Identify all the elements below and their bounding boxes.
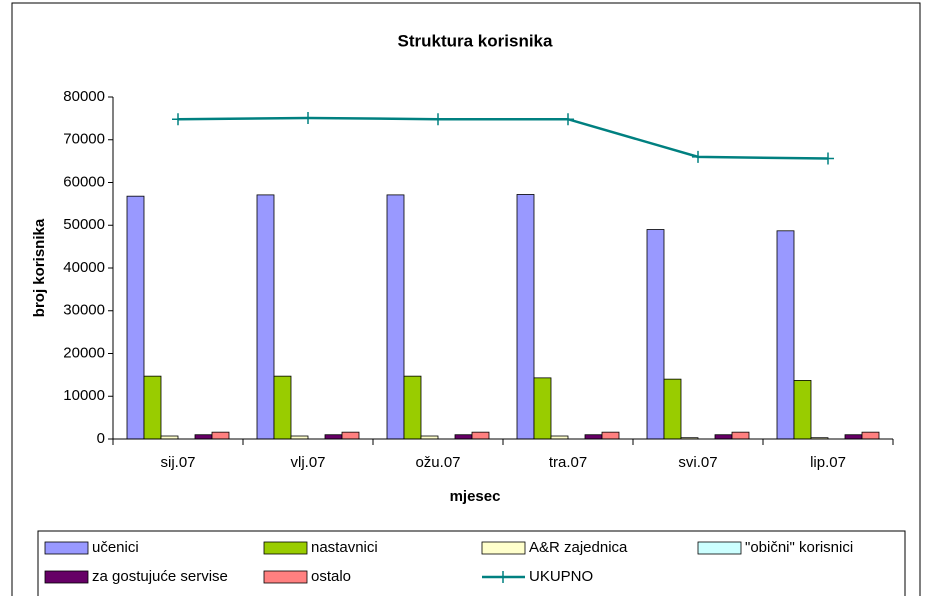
bar: [601, 431, 620, 440]
legend-label: UKUPNO: [529, 568, 593, 585]
bar: [211, 431, 230, 440]
y-tick-label: 70000: [63, 131, 105, 148]
y-tick-label: 80000: [63, 88, 105, 105]
bar: [454, 434, 473, 440]
bar: [584, 434, 603, 440]
legend-label: za gostujuće servise: [92, 568, 228, 585]
y-tick-label: 10000: [63, 387, 105, 404]
y-tick-label: 60000: [63, 173, 105, 190]
bar: [273, 375, 292, 440]
line-marker: [172, 113, 184, 126]
legend-box: [37, 530, 906, 596]
y-tick-label: 50000: [63, 216, 105, 233]
bar: [776, 230, 795, 440]
bar: [194, 434, 213, 440]
y-tick-label: 30000: [63, 302, 105, 319]
legend-label: ostalo: [311, 568, 351, 585]
bar: [861, 431, 880, 440]
bar: [143, 375, 162, 440]
bar: [403, 375, 422, 440]
legend-swatch: [44, 570, 89, 584]
x-tick-label: sij.07: [160, 454, 195, 471]
legend-label: A&R zajednica: [529, 539, 628, 556]
y-tick-label: 40000: [63, 259, 105, 276]
bar: [324, 434, 343, 440]
chart-border: [11, 2, 921, 596]
bar: [386, 194, 405, 440]
x-tick-label: ožu.07: [415, 454, 460, 471]
bar: [471, 431, 490, 440]
line-marker: [562, 113, 574, 126]
x-tick-label: tra.07: [549, 454, 587, 471]
x-axis-label: mjesec: [450, 488, 501, 505]
bar: [714, 434, 733, 440]
line: [177, 116, 829, 160]
legend-label: učenici: [92, 539, 139, 556]
line-marker: [822, 152, 834, 165]
bar: [126, 195, 145, 440]
legend-swatch: [481, 541, 526, 555]
x-tick-label: lip.07: [810, 454, 846, 471]
x-tick-label: vlj.07: [290, 454, 325, 471]
y-tick-label: 20000: [63, 344, 105, 361]
bar: [646, 229, 665, 440]
legend-swatch: [263, 541, 308, 555]
legend-swatch: [44, 541, 89, 555]
x-tick-label: svi.07: [678, 454, 717, 471]
bar: [516, 194, 535, 440]
bar: [256, 194, 275, 440]
bar: [533, 377, 552, 440]
legend-label: "obični" korisnici: [745, 539, 853, 556]
line-marker: [302, 111, 314, 124]
bar: [663, 378, 682, 440]
line-marker: [432, 113, 444, 126]
bar: [341, 431, 360, 440]
chart-title: Struktura korisnika: [398, 31, 553, 50]
legend-swatch: [697, 541, 742, 555]
legend-label: nastavnici: [311, 539, 378, 556]
line-marker: [692, 150, 704, 163]
legend-swatch: [263, 570, 308, 584]
bar: [844, 434, 863, 440]
bar: [793, 380, 812, 440]
bar: [731, 431, 750, 440]
y-axis-label: broj korisnika: [31, 218, 48, 317]
y-tick-label: 0: [97, 430, 105, 447]
legend-marker: [497, 571, 509, 583]
